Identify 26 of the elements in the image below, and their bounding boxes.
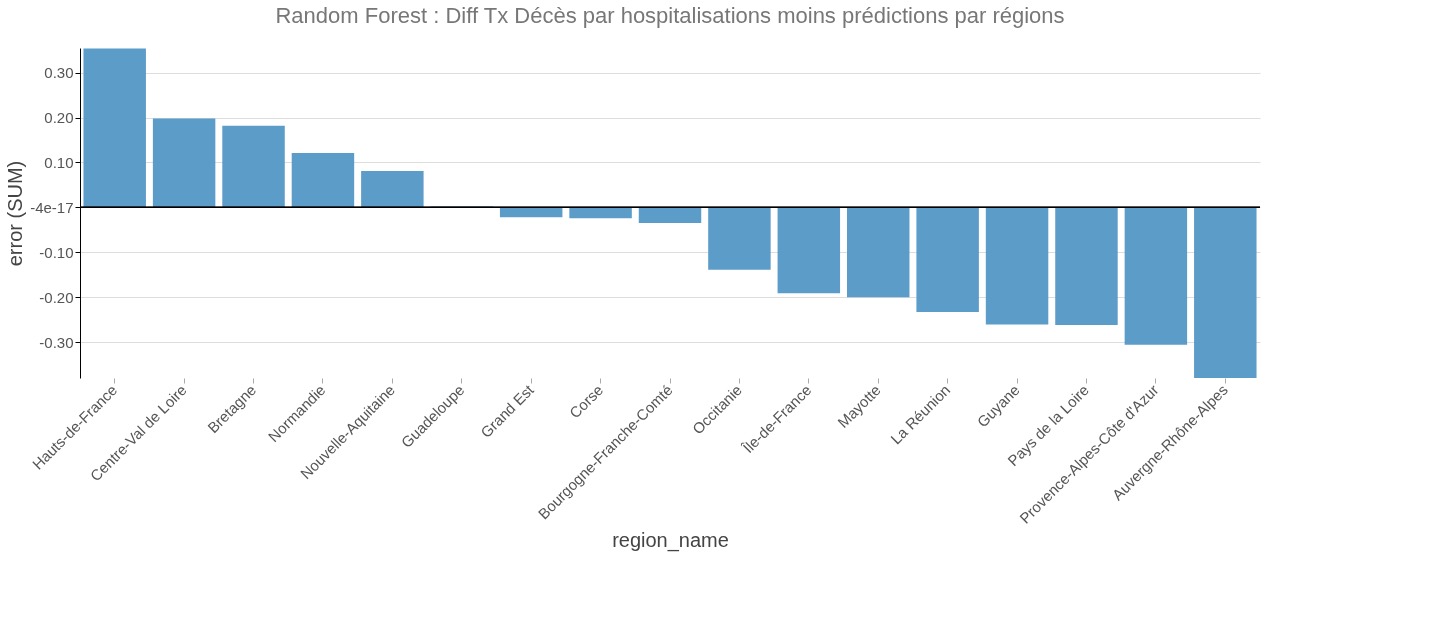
y-tick-label: 0.20	[44, 109, 74, 127]
bar	[222, 125, 285, 208]
bar	[847, 207, 910, 298]
bar	[1124, 207, 1188, 345]
y-tick-label: -0.20	[39, 288, 74, 306]
y-axis-title: error (SUM)	[4, 160, 27, 267]
y-tick-label: 0.10	[44, 153, 74, 171]
bar	[499, 207, 563, 218]
chart-title: Random Forest : Diff Tx Décès par hospitalisations moins prédictions par régions	[275, 3, 1065, 28]
bar	[569, 207, 632, 219]
bar	[83, 48, 146, 208]
x-axis-title: region_name	[612, 528, 729, 552]
bar	[152, 118, 216, 208]
bar	[708, 207, 771, 270]
y-tick-label: 0.30	[44, 64, 74, 82]
bar	[638, 207, 702, 224]
bar	[361, 171, 424, 208]
bar	[1055, 207, 1118, 326]
bar	[916, 207, 979, 312]
bar	[291, 153, 355, 208]
bar	[1194, 207, 1257, 378]
y-tick-label: -0.30	[39, 333, 74, 351]
y-tick-label: -4e-17	[30, 198, 74, 216]
y-tick-label: -0.10	[39, 243, 74, 261]
bar	[777, 207, 841, 294]
bar	[985, 207, 1049, 325]
